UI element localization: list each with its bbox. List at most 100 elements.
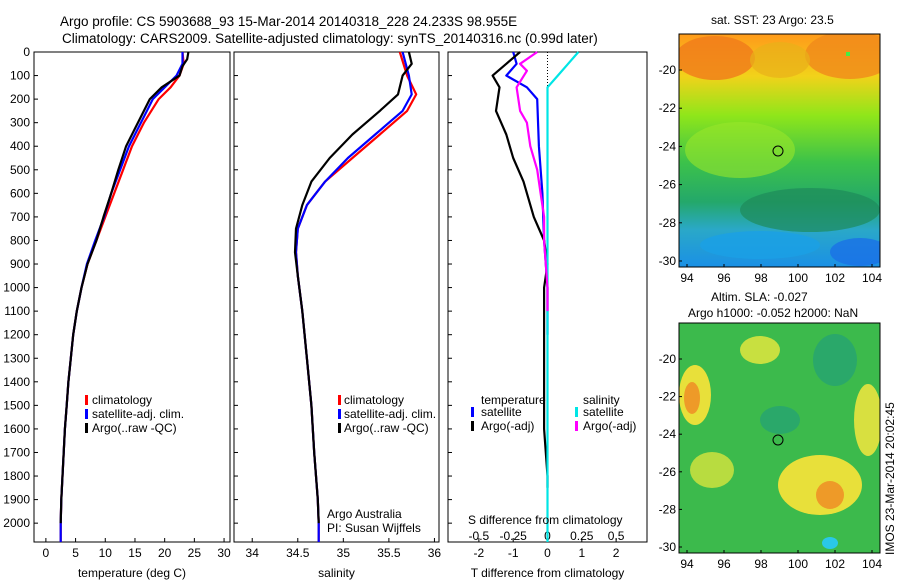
x-tick-label: -2 [474, 546, 485, 560]
x-tick-label: 36 [428, 546, 442, 560]
series-line [294, 51, 418, 542]
legend-satellite-swatch [338, 409, 341, 419]
x-tick-label: 10 [99, 546, 113, 560]
map-x-tick-label: 100 [788, 557, 808, 571]
legend-salinity-satellite-label: satellite [583, 405, 624, 419]
legend-temperature-argo-label: Argo(-adj) [481, 419, 534, 433]
legend-salinity-argo-label: Argo(-adj) [583, 419, 636, 433]
y-tick-label: 2000 [3, 516, 30, 530]
pi-note: PI: Susan Wijffels [327, 521, 421, 535]
x-tick-label: 30 [217, 546, 231, 560]
map-x-tick-label: 94 [680, 271, 694, 285]
legend-climatology-swatch [85, 395, 88, 405]
legend-climatology-swatch [338, 395, 341, 405]
map-x-tick-label: 104 [862, 271, 882, 285]
sla-map-title1: Altim. SLA: -0.027 [711, 290, 808, 304]
map-y-tick-label: -20 [659, 63, 677, 77]
s-tick-label: 0.25 [570, 529, 594, 543]
salinity-panel: 34 34.5 35 35.5 36 salinity [233, 51, 442, 580]
legend-satellite-label: satellite-adj. clim. [92, 407, 184, 421]
s-difference-title: S difference from climatology [468, 513, 623, 527]
x-tick-label: 20 [158, 546, 172, 560]
legend-climatology-label: climatology [92, 393, 152, 407]
map-y-tick-label: -22 [659, 390, 677, 404]
map-y-tick-label: -26 [659, 465, 677, 479]
y-tick-label: 1800 [3, 469, 30, 483]
map-x-tick-label: 94 [680, 557, 694, 571]
series-line [546, 51, 580, 542]
sst-map-title: sat. SST: 23 Argo: 23.5 [711, 13, 834, 27]
map-y-tick-label: -24 [659, 427, 677, 441]
y-tick-label: 1000 [3, 281, 30, 295]
y-tick-label: 500 [10, 163, 30, 177]
y-tick-label: 1900 [3, 493, 30, 507]
legend-climatology-label: climatology [344, 393, 404, 407]
map-x-tick-label: 102 [825, 557, 845, 571]
series-line [59, 51, 190, 524]
sla-map-title2: Argo h1000: -0.052 h2000: NaN [688, 306, 858, 320]
legend-satellite-label: satellite-adj. clim. [344, 407, 436, 421]
header-line1: Argo profile: CS 5903688_93 15-Mar-2014 … [60, 14, 517, 29]
x-tick-label: 5 [72, 546, 79, 560]
legend-argo-swatch [338, 423, 341, 433]
map-y-tick-label: -24 [659, 139, 677, 153]
x-axis-label: salinity [318, 566, 355, 580]
legend-temperature-satellite-swatch [471, 407, 474, 417]
y-tick-label: 1100 [4, 304, 30, 318]
series-line [491, 51, 549, 488]
y-tick-label: 800 [10, 233, 30, 247]
difference-legend: temperature salinity satellite Argo(-adj… [471, 393, 636, 433]
x-axis-label: temperature (deg C) [78, 566, 186, 580]
difference-panel: -2 -1 0 1 2 T difference from climatology -0.5… [447, 51, 648, 580]
argo-location-marker [772, 434, 784, 446]
y-tick-label: 1600 [3, 422, 30, 436]
map-x-tick-label: 104 [862, 557, 882, 571]
sst-map: sat. SST: 23 Argo: 23.5 [678, 13, 881, 268]
x-tick-label: 25 [188, 546, 202, 560]
series-line [515, 51, 549, 312]
x-tick-label: 34 [246, 546, 260, 560]
x-tick-label: 0 [43, 546, 50, 560]
y-tick-label: 200 [10, 92, 30, 106]
header-line2: Climatology: CARS2009. Satellite-adjuste… [62, 31, 598, 46]
salinity-legend: climatology satellite-adj. clim. Argo(..… [327, 393, 436, 535]
y-tick-label: 0 [23, 45, 30, 59]
legend-salinity-argo-swatch [575, 421, 578, 431]
map-y-tick-label: -26 [659, 178, 677, 192]
legend-temperature-satellite-label: satellite [481, 405, 522, 419]
map-y-tick-label: -30 [659, 540, 677, 554]
argo-australia-note: Argo Australia [327, 507, 402, 521]
map-x-tick-label: 100 [788, 271, 808, 285]
legend-temperature-argo-swatch [471, 421, 474, 431]
y-tick-label: 300 [10, 116, 30, 130]
map-x-tick-label: 102 [825, 271, 845, 285]
legend-argo-swatch [85, 423, 88, 433]
y-tick-label: 100 [10, 69, 30, 83]
x-axis-label: T difference from climatology [471, 566, 625, 580]
x-tick-label: 34.5 [286, 546, 310, 560]
map-y-tick-label: -22 [659, 101, 677, 115]
legend-salinity-heading: salinity [583, 393, 620, 407]
legend-argo-label: Argo(..raw -QC) [344, 421, 429, 435]
x-tick-label: 0 [544, 546, 551, 560]
x-tick-label: 1 [578, 546, 585, 560]
map-y-tick-label: -28 [659, 502, 677, 516]
y-tick-label: 1400 [3, 375, 30, 389]
y-tick-label: 700 [10, 210, 30, 224]
temperature-panel: 0100200300400500600700800900100011001200… [3, 45, 231, 580]
salinity-axes-frame [233, 51, 440, 543]
s-tick-label: -0.5 [469, 529, 490, 543]
y-tick-label: 400 [10, 139, 30, 153]
sla-map-image [679, 323, 880, 553]
map-y-tick-label: -30 [659, 254, 677, 268]
s-tick-label: 0.5 [608, 529, 625, 543]
map-x-tick-label: 98 [754, 271, 768, 285]
y-tick-label: 1200 [3, 328, 30, 342]
y-tick-label: 900 [10, 257, 30, 271]
map-y-tick-label: -20 [659, 352, 677, 366]
temperature-legend: climatology satellite-adj. clim. Argo(..… [85, 393, 184, 435]
sla-map: Altim. SLA: -0.027 Argo h1000: -0.052 h2… [678, 290, 881, 554]
map-y-tick-label: -28 [659, 216, 677, 230]
y-tick-label: 1500 [3, 398, 30, 412]
